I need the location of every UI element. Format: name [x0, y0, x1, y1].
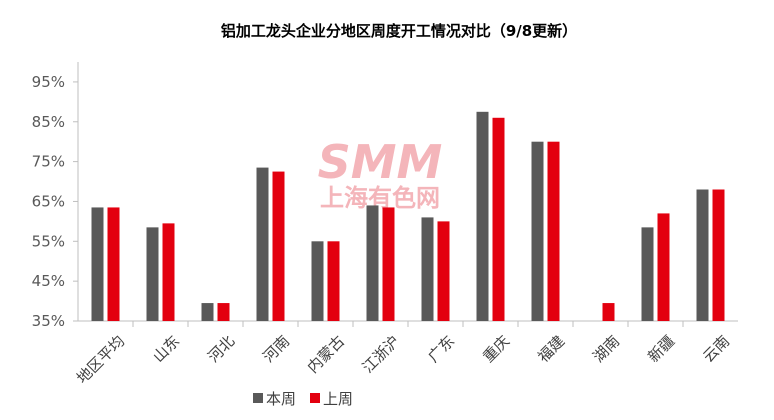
watermark-main-text: SMM — [318, 135, 443, 189]
legend-swatch — [253, 393, 263, 403]
x-category-label: 福建 — [534, 332, 568, 366]
bar-last-week — [217, 303, 230, 321]
bar-last-week — [162, 223, 175, 321]
bar-series — [91, 111, 725, 322]
bar-this-week — [641, 227, 654, 321]
bar-this-week — [311, 241, 324, 321]
bar-this-week — [531, 141, 544, 321]
bar-last-week — [602, 303, 615, 321]
y-tick-label: 95% — [32, 73, 65, 91]
bar-this-week — [256, 167, 269, 321]
axis-labels: 35% 45% 55% 65% 75% 85% 95% 地区平均 山东 河北 河南 内蒙古 江浙沪 广东重… — [32, 73, 734, 387]
watermark-logo: SMM 上海有色网 — [318, 135, 443, 212]
y-tick-label: 75% — [32, 153, 65, 171]
bar-this-week — [476, 111, 489, 321]
y-tick-label: 35% — [32, 312, 65, 330]
x-category-label: 地区平均 — [73, 332, 128, 387]
x-category-label: 新疆 — [644, 332, 678, 366]
x-category-label: 重庆 — [479, 332, 513, 366]
x-category-label: 河南 — [259, 332, 293, 366]
bar-last-week — [492, 117, 505, 322]
y-tick-label: 85% — [32, 113, 65, 131]
bar-last-week — [272, 171, 285, 321]
legend-label: 上周 — [323, 390, 353, 408]
bar-this-week — [201, 303, 214, 321]
bar-this-week — [91, 207, 104, 321]
x-category-label: 广东 — [424, 332, 458, 366]
bar-last-week — [657, 213, 670, 321]
watermark-sub-text: 上海有色网 — [320, 184, 440, 212]
x-category-label: 云南 — [699, 332, 733, 366]
x-category-label: 湖南 — [589, 332, 623, 366]
y-tick-label: 45% — [32, 272, 65, 290]
legend-label: 本周 — [266, 390, 296, 408]
y-tick-label: 55% — [32, 232, 65, 250]
x-category-label: 江浙沪 — [359, 332, 404, 377]
x-category-label: 河北 — [204, 332, 238, 366]
axes — [73, 62, 738, 327]
bar-this-week — [421, 217, 434, 321]
bar-this-week — [696, 189, 709, 321]
bar-last-week — [327, 241, 340, 321]
legend: 本周 上周 — [253, 390, 353, 408]
bar-last-week — [107, 207, 120, 321]
bar-last-week — [382, 207, 395, 321]
chart-title: 铝加工龙头企业分地区周度开工情况对比（9/8更新） — [221, 22, 577, 40]
y-tick-label: 65% — [32, 192, 65, 210]
bar-last-week — [437, 221, 450, 321]
legend-swatch — [310, 393, 320, 403]
bar-this-week — [366, 205, 379, 321]
x-category-label: 内蒙古 — [304, 332, 349, 377]
bar-last-week — [547, 141, 560, 321]
bar-last-week — [712, 189, 725, 321]
x-category-label: 山东 — [149, 332, 183, 366]
bar-this-week — [146, 227, 159, 321]
